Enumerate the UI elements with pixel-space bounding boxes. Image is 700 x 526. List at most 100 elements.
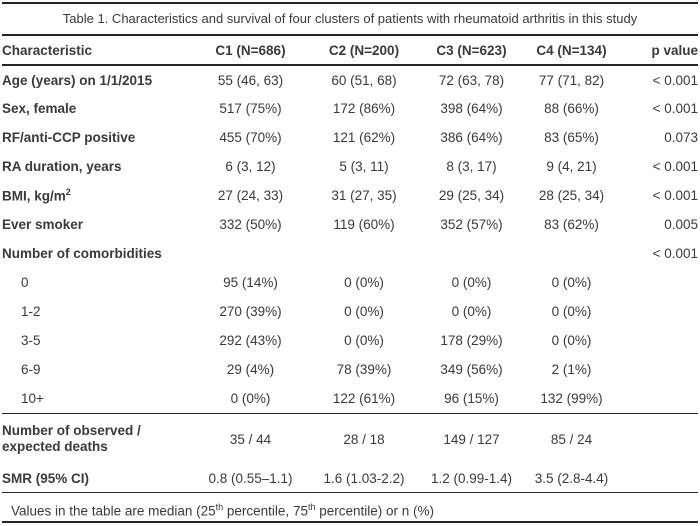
cell-c3: 386 (64%) (440, 130, 503, 145)
row-label: 1-2 (21, 304, 41, 319)
cell-c3: 0 (0%) (451, 304, 492, 319)
cell-c3: 1.2 (0.99-1.4) (430, 471, 513, 486)
cell-c1: 0.8 (0.55–1.1) (208, 471, 293, 486)
cell-pvalue (619, 413, 698, 465)
deaths-label-line2: expected deaths (2, 439, 108, 455)
cell-c1: 55 (46, 63) (217, 72, 284, 88)
cell-c3: 72 (63, 78) (438, 72, 505, 88)
cell-c1: 6 (3, 12) (225, 159, 276, 174)
cell-c1: 332 (50%) (219, 217, 282, 232)
table-row-comorbid-6-9: 6-9 29 (4%) 78 (39%) 349 (56%) 2 (1%) (2, 355, 698, 384)
cell-c3: 8 (3, 17) (446, 159, 497, 174)
cell-c4: 3.5 (2.8-4.4) (534, 471, 609, 486)
cell-c4: 83 (65%) (544, 130, 599, 145)
cell-pvalue (619, 268, 698, 297)
cell-c4: 83 (62%) (544, 217, 599, 232)
cell-c2: 172 (86%) (332, 101, 396, 116)
cell-c1: 517 (75%) (219, 101, 282, 116)
row-label: Sex, female (2, 101, 77, 116)
cell-pvalue: 0.005 (664, 217, 698, 232)
cell-c2: 31 (27, 35) (331, 188, 397, 203)
cell-c1: 270 (39%) (219, 304, 282, 319)
cell-pvalue: < 0.001 (652, 101, 698, 116)
cell-c1: 35 / 44 (229, 431, 272, 447)
cell-c1: 292 (43%) (219, 333, 282, 348)
table-row-ra-duration: RA duration, years 6 (3, 12) 5 (3, 11) 8… (2, 152, 698, 181)
table-row-deaths: Number of observed / expected deaths 35 /… (2, 413, 698, 465)
cell-c2: 122 (61%) (332, 390, 396, 406)
cell-c3: 352 (57%) (440, 217, 503, 232)
footnote-superscript-1: th (215, 502, 224, 512)
deaths-label-line1: Number of observed / (2, 423, 141, 439)
row-label: RA duration, years (2, 159, 122, 174)
cell-c3: 178 (29%) (440, 333, 503, 348)
cell-c3: 96 (15%) (444, 390, 499, 406)
col-header-characteristic: Characteristic (2, 36, 192, 66)
col-header-c4: C4 (N=134) (524, 36, 619, 66)
cell-c2: 1.6 (1.03-2.2) (323, 471, 405, 486)
cell-c4: 2 (1%) (551, 362, 592, 377)
row-label: 6-9 (21, 362, 41, 377)
col-header-c3: C3 (N=623) (419, 36, 524, 66)
row-label: 10+ (21, 390, 44, 406)
row-label: BMI, kg/m2 (2, 181, 192, 210)
cell-c1: 29 (4%) (226, 362, 275, 377)
cell-c2: 0 (0%) (344, 304, 384, 319)
cell-c2: 28 / 18 (343, 431, 385, 447)
header-row: Characteristic C1 (N=686) C2 (N=200) C3 … (2, 36, 698, 66)
row-label: 0 (21, 275, 29, 290)
table-row-smr: SMR (95% CI) 0.8 (0.55–1.1) 1.6 (1.03-2.… (2, 465, 698, 492)
cell-c4: 0 (0%) (551, 275, 592, 290)
cell-c1: 95 (14%) (223, 275, 278, 290)
table-row-sex: Sex, female 517 (75%) 172 (86%) 398 (64%… (2, 94, 698, 123)
cell-c2: 60 (51, 68) (331, 72, 397, 88)
table-title: Table 1. Characteristics and survival of… (2, 2, 698, 36)
table-row-comorbid-0: 0 95 (14%) 0 (0%) 0 (0%) 0 (0%) (2, 268, 698, 297)
table-footnote: Values in the table are median (25th per… (2, 492, 698, 523)
row-label: Number of comorbidities (2, 246, 162, 261)
col-header-pvalue: p value (619, 36, 698, 66)
cell-c3: 29 (25, 34) (438, 188, 505, 203)
cell-c2: 119 (60%) (333, 217, 395, 232)
col-header-c1: C1 (N=686) (192, 36, 309, 66)
table-row-comorbid-3-5: 3-5 292 (43%) 0 (0%) 178 (29%) 0 (0%) (2, 326, 698, 355)
table-row-comorbidities: Number of comorbidities < 0.001 (2, 239, 698, 268)
cell-c4: 77 (71, 82) (538, 72, 605, 88)
footnote-text-1: Values in the table are median (25 (11, 503, 216, 519)
table-row-comorbid-1-2: 1-2 270 (39%) 0 (0%) 0 (0%) 0 (0%) (2, 297, 698, 326)
col-header-c2: C2 (N=200) (309, 36, 419, 66)
footnote-superscript-2: th (307, 502, 316, 512)
cell-c2: 0 (0%) (344, 275, 384, 290)
cell-c3 (419, 239, 524, 268)
table-row-comorbid-10plus: 10+ 0 (0%) 122 (61%) 96 (15%) 132 (99%) (2, 384, 698, 413)
footnote-text-2: percentile, 75 (223, 503, 308, 519)
cell-c3: 0 (0%) (451, 275, 492, 290)
row-label: 3-5 (21, 333, 41, 348)
row-label: Number of observed / expected deaths (2, 413, 192, 465)
cell-c2: 121 (62%) (332, 130, 396, 145)
cell-c2: 5 (3, 11) (339, 159, 389, 174)
cell-c4: 132 (99%) (540, 390, 603, 406)
cell-pvalue: < 0.001 (652, 246, 698, 261)
table-row-age: Age (years) on 1/1/2015 55 (46, 63) 60 (… (2, 65, 698, 94)
cell-c4 (524, 239, 619, 268)
cell-c1: 455 (70%) (219, 130, 282, 145)
cell-c2: 78 (39%) (336, 362, 392, 377)
row-label: Ever smoker (2, 217, 84, 232)
cell-pvalue: 0.073 (664, 130, 698, 145)
footnote-text-3: percentile) or n (%) (315, 503, 435, 519)
cell-pvalue (619, 297, 698, 326)
cell-pvalue: < 0.001 (652, 188, 698, 203)
cell-c1: 0 (0%) (230, 390, 271, 406)
cell-pvalue (619, 355, 698, 384)
row-label: RF/anti-CCP positive (2, 130, 136, 145)
cell-pvalue (619, 465, 698, 492)
row-label: Age (years) on 1/1/2015 (2, 72, 153, 88)
cell-pvalue: < 0.001 (652, 159, 698, 174)
cell-c2: 0 (0%) (344, 333, 384, 348)
cell-c3: 398 (64%) (440, 101, 503, 116)
table-row-bmi: BMI, kg/m2 27 (24, 33) 31 (27, 35) 29 (2… (2, 181, 698, 210)
cell-c3: 149 / 127 (443, 431, 500, 447)
cell-c4: 0 (0%) (551, 333, 592, 348)
